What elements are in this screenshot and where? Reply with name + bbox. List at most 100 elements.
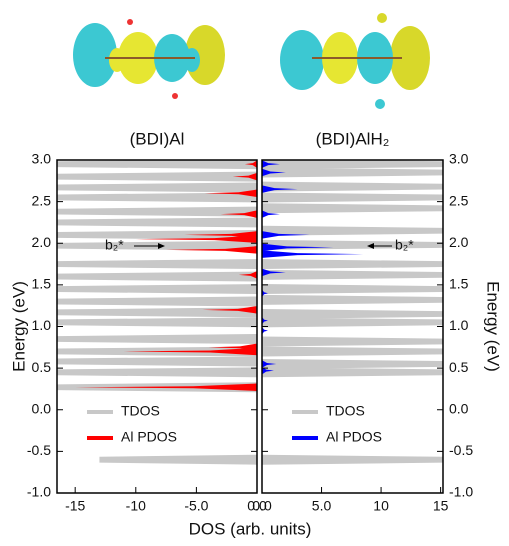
panel-title: (BDI)AlH₂ bbox=[316, 129, 390, 148]
tdos-band bbox=[262, 294, 443, 305]
tdos-band bbox=[57, 284, 257, 295]
arrow-head bbox=[158, 243, 165, 249]
y-tick-label: 1.5 bbox=[32, 276, 52, 292]
y-axis-label: Energy (eV) bbox=[9, 281, 28, 372]
pdos-peak bbox=[262, 160, 280, 168]
x-tick-label: -15 bbox=[65, 498, 85, 514]
tdos-band bbox=[262, 346, 443, 357]
tdos-band bbox=[262, 317, 443, 328]
y-tick-label: 2.5 bbox=[32, 192, 52, 208]
plot-area bbox=[57, 160, 257, 465]
tdos-band bbox=[262, 358, 443, 369]
pdos-peak bbox=[135, 235, 257, 243]
x-tick-label: 15 bbox=[433, 498, 449, 514]
pdos-peak bbox=[244, 160, 257, 168]
tdos-band bbox=[262, 367, 443, 378]
y-tick-label: 1.0 bbox=[449, 317, 469, 333]
tdos-band bbox=[262, 181, 443, 192]
tdos-band bbox=[262, 160, 443, 170]
panel-title: (BDI)Al bbox=[130, 129, 185, 148]
pdos-peak bbox=[262, 168, 286, 177]
tdos-band bbox=[262, 259, 443, 270]
tdos-band bbox=[57, 259, 257, 270]
pdos-peak bbox=[238, 271, 257, 279]
y-tick-label: 1.0 bbox=[32, 317, 52, 333]
x-tick-label: 0.0 bbox=[252, 498, 272, 514]
x-tick-label: -5.0 bbox=[184, 498, 208, 514]
tdos-band bbox=[57, 296, 257, 307]
pdos-peak bbox=[184, 231, 257, 239]
x-axis-label: DOS (arb. units) bbox=[189, 519, 312, 538]
tdos-band bbox=[57, 356, 257, 367]
y-tick-label: 3.0 bbox=[32, 151, 52, 167]
annotation: b₂* bbox=[105, 237, 124, 253]
pdos-peak bbox=[220, 210, 257, 218]
y-tick-label: 2.5 bbox=[449, 192, 469, 208]
tdos-band bbox=[57, 182, 257, 193]
y-tick-label: 0.0 bbox=[449, 400, 469, 416]
tdos-band bbox=[57, 160, 257, 170]
pdos-peak bbox=[262, 210, 280, 218]
tdos-band bbox=[99, 454, 257, 465]
legend-label: TDOS bbox=[326, 403, 365, 419]
tdos-band bbox=[57, 307, 257, 318]
tdos-band bbox=[262, 336, 443, 347]
y-axis-label: Energy (eV) bbox=[484, 281, 503, 372]
pdos-peak bbox=[262, 289, 268, 297]
plot-area bbox=[262, 160, 443, 465]
pdos-peak bbox=[262, 185, 298, 193]
tdos-band bbox=[57, 367, 257, 378]
pdos-peak bbox=[166, 246, 257, 254]
y-tick-label: -1.0 bbox=[27, 484, 51, 500]
x-tick-label: 10 bbox=[373, 498, 389, 514]
tdos-band bbox=[262, 192, 443, 203]
arrow-head bbox=[367, 243, 374, 249]
tdos-band bbox=[57, 271, 257, 282]
y-tick-label: 1.5 bbox=[449, 276, 469, 292]
y-tick-label: -0.5 bbox=[27, 442, 51, 458]
tdos-band bbox=[57, 206, 257, 217]
pdos-peak bbox=[208, 343, 257, 352]
legend-label: Al PDOS bbox=[121, 429, 177, 445]
tdos-band bbox=[262, 239, 443, 250]
pdos-peak bbox=[262, 316, 268, 325]
tdos-band bbox=[57, 229, 257, 240]
pdos-peak bbox=[123, 347, 257, 356]
pdos-peak bbox=[262, 268, 286, 277]
y-tick-label: 2.0 bbox=[32, 234, 52, 250]
x-tick-label: 5.0 bbox=[312, 498, 332, 514]
molecule-left bbox=[73, 19, 225, 99]
y-tick-label: 0.0 bbox=[32, 400, 52, 416]
pdos-peak bbox=[204, 189, 257, 198]
tdos-band bbox=[57, 217, 257, 228]
y-tick-label: 0.5 bbox=[32, 359, 52, 375]
tdos-band bbox=[262, 284, 443, 295]
tdos-band bbox=[262, 167, 443, 178]
tdos-band bbox=[262, 203, 443, 214]
pdos-peak bbox=[262, 366, 274, 375]
tdos-band bbox=[57, 192, 257, 203]
tdos-band bbox=[262, 225, 443, 236]
tdos-band bbox=[262, 269, 443, 280]
y-tick-label: -0.5 bbox=[449, 442, 473, 458]
pdos-peak bbox=[232, 172, 257, 181]
x-tick-label: -10 bbox=[126, 498, 146, 514]
x-tick-label: 0.0 bbox=[247, 498, 267, 514]
y-tick-label: 0.5 bbox=[449, 359, 469, 375]
pdos-peak bbox=[262, 360, 277, 368]
tdos-band bbox=[262, 454, 443, 465]
pdos-peak bbox=[262, 243, 334, 252]
y-tick-label: 2.0 bbox=[449, 234, 469, 250]
tdos-band bbox=[57, 333, 257, 344]
legend-label: TDOS bbox=[121, 403, 160, 419]
y-tick-label: 3.0 bbox=[449, 151, 469, 167]
pdos-peak bbox=[202, 306, 257, 314]
molecule-right bbox=[280, 13, 430, 109]
tdos-band bbox=[57, 317, 257, 328]
pdos-peak bbox=[262, 326, 268, 335]
pdos-peak bbox=[262, 250, 364, 258]
y-tick-label: -1.0 bbox=[449, 484, 473, 500]
pdos-peak bbox=[75, 383, 257, 392]
legend-label: Al PDOS bbox=[326, 429, 382, 445]
